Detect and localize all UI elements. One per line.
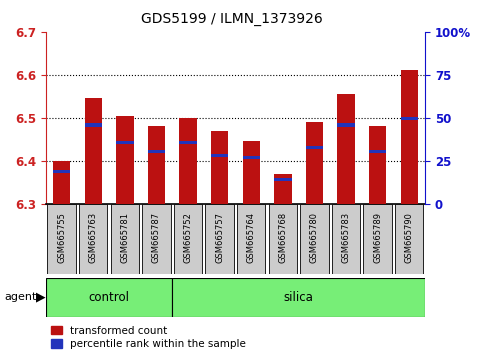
Text: GSM665789: GSM665789 [373, 212, 382, 263]
Bar [85, 98, 102, 204]
Text: control: control [88, 291, 129, 304]
Bar [174, 204, 202, 274]
Bar [53, 170, 71, 173]
Bar [369, 126, 386, 204]
Bar [242, 141, 260, 204]
Bar [332, 204, 360, 274]
Bar [395, 204, 424, 274]
Bar [274, 175, 292, 204]
Bar [363, 204, 392, 274]
Legend: transformed count, percentile rank within the sample: transformed count, percentile rank withi… [51, 326, 246, 349]
Bar [300, 204, 328, 274]
Text: GDS5199 / ILMN_1373926: GDS5199 / ILMN_1373926 [141, 12, 323, 27]
Bar [337, 124, 355, 126]
Bar [306, 122, 323, 204]
Bar [211, 154, 228, 156]
Text: ▶: ▶ [36, 291, 46, 304]
Bar [53, 161, 71, 204]
Text: GSM665752: GSM665752 [184, 212, 193, 263]
Bar [400, 117, 418, 120]
Bar [116, 141, 134, 144]
Bar [237, 204, 266, 274]
Bar [242, 156, 260, 159]
Text: GSM665755: GSM665755 [57, 212, 66, 263]
Bar [211, 131, 228, 204]
Bar [85, 124, 102, 126]
Text: GSM665780: GSM665780 [310, 212, 319, 263]
Text: GSM665764: GSM665764 [247, 212, 256, 263]
Text: GSM665790: GSM665790 [405, 212, 414, 263]
Bar [179, 118, 197, 204]
Text: GSM665768: GSM665768 [278, 212, 287, 263]
Bar [148, 150, 165, 153]
Text: GSM665781: GSM665781 [120, 212, 129, 263]
Bar [274, 178, 292, 182]
Bar [46, 278, 172, 317]
Bar [369, 150, 386, 153]
Bar [116, 115, 134, 204]
Text: GSM665783: GSM665783 [341, 212, 351, 263]
Bar [306, 146, 323, 149]
Text: agent: agent [5, 292, 37, 302]
Text: GSM665757: GSM665757 [215, 212, 224, 263]
Bar [111, 204, 139, 274]
Text: GSM665763: GSM665763 [89, 212, 98, 263]
Bar [205, 204, 234, 274]
Text: GSM665787: GSM665787 [152, 212, 161, 263]
Bar [400, 70, 418, 204]
Bar [179, 141, 197, 144]
Bar [337, 94, 355, 204]
Bar [47, 204, 76, 274]
Text: silica: silica [284, 291, 313, 304]
Bar [172, 278, 425, 317]
Bar [148, 126, 165, 204]
Bar [142, 204, 170, 274]
Bar [269, 204, 297, 274]
Bar [79, 204, 108, 274]
